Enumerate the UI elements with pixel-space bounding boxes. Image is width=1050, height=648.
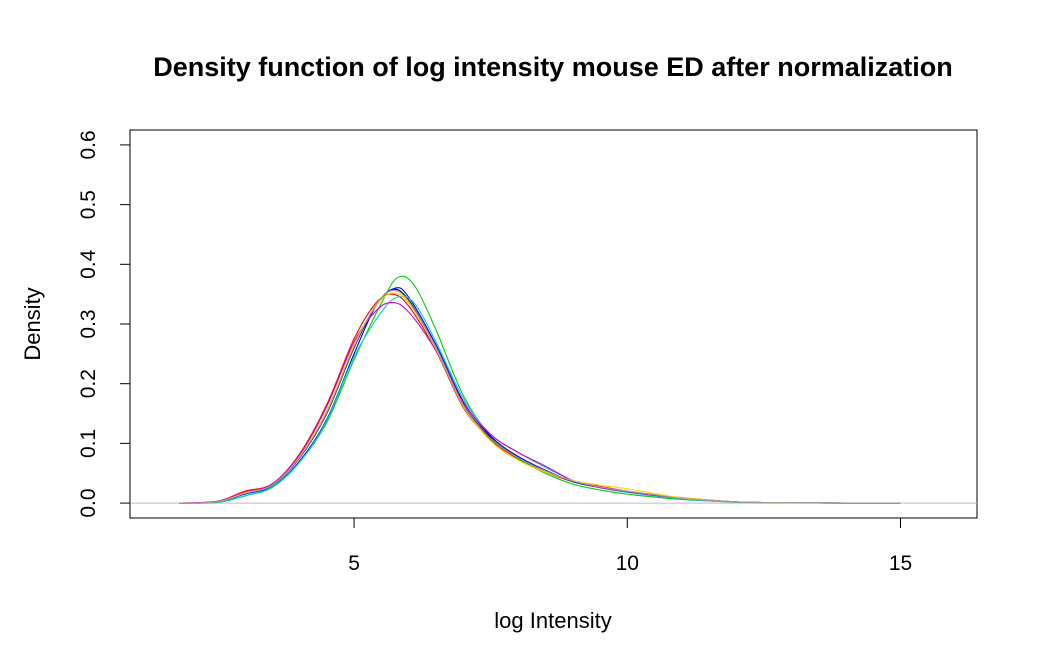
- y-tick-label: 0.6: [77, 130, 100, 159]
- density-curve-8: [179, 289, 901, 504]
- y-axis-label: Density: [20, 287, 45, 360]
- x-axis-label: log Intensity: [494, 608, 611, 633]
- y-axis: 0.0 0.1 0.2 0.3 0.4 0.5 0.6: [77, 130, 131, 518]
- x-tick-label: 15: [889, 552, 912, 575]
- y-tick-label: 0.2: [77, 369, 100, 398]
- y-tick-label: 0.1: [77, 429, 100, 458]
- x-tick-label: 10: [616, 552, 639, 575]
- x-tick-label: 5: [348, 552, 360, 575]
- y-tick-label: 0.5: [77, 190, 100, 219]
- plot-frame: [129, 129, 978, 519]
- x-axis: 5 10 15: [348, 517, 912, 575]
- y-tick-label: 0.4: [77, 249, 100, 279]
- density-curve-5: [179, 295, 901, 504]
- chart-title: Density function of log intensity mouse …: [153, 52, 953, 82]
- y-tick-label: 0.0: [77, 488, 100, 517]
- y-tick-label: 0.3: [77, 309, 100, 338]
